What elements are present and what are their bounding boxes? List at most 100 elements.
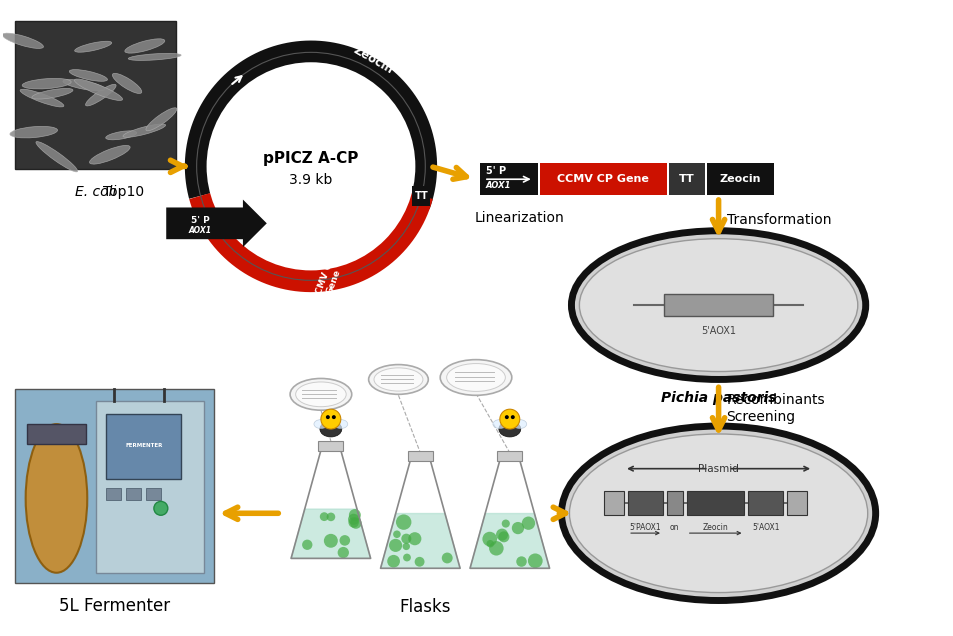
Ellipse shape (123, 124, 166, 137)
Polygon shape (291, 509, 370, 558)
Circle shape (486, 540, 494, 548)
Ellipse shape (74, 41, 112, 52)
Ellipse shape (106, 131, 136, 140)
Circle shape (511, 522, 523, 534)
Circle shape (348, 514, 359, 525)
Text: pPICZ A-CP: pPICZ A-CP (263, 151, 358, 166)
Bar (666, 492, 682, 515)
Ellipse shape (368, 364, 428, 394)
Text: CCMV CP
Gene: CCMV CP Gene (312, 256, 345, 305)
Ellipse shape (290, 378, 352, 410)
Ellipse shape (146, 107, 176, 131)
Ellipse shape (74, 79, 122, 100)
Bar (412, 186, 430, 206)
Circle shape (497, 531, 509, 543)
Bar (407, 451, 433, 460)
Circle shape (499, 409, 519, 429)
Bar (96, 401, 203, 573)
Bar (627, 492, 662, 515)
Text: 5'AOX1: 5'AOX1 (700, 326, 736, 336)
Circle shape (415, 557, 424, 567)
Ellipse shape (90, 146, 130, 164)
Text: FERMENTER: FERMENTER (125, 443, 162, 448)
Text: TT: TT (679, 174, 694, 184)
Ellipse shape (498, 421, 520, 437)
Text: on: on (669, 523, 679, 532)
Ellipse shape (374, 368, 422, 391)
Text: Pichia pastoris: Pichia pastoris (660, 391, 776, 405)
Bar (146, 488, 161, 501)
Ellipse shape (22, 78, 71, 89)
Text: Zeocin: Zeocin (702, 523, 728, 532)
Circle shape (501, 520, 509, 528)
FancyBboxPatch shape (668, 163, 704, 195)
Circle shape (402, 543, 410, 550)
Ellipse shape (439, 359, 511, 396)
Text: CCMV CP Gene: CCMV CP Gene (557, 174, 649, 184)
Bar (27, 424, 86, 444)
FancyBboxPatch shape (166, 200, 267, 247)
Circle shape (496, 529, 508, 541)
Circle shape (527, 553, 542, 568)
Text: E. coli: E. coli (74, 185, 116, 199)
Circle shape (395, 515, 411, 530)
Ellipse shape (319, 421, 341, 437)
Circle shape (349, 509, 360, 521)
Bar (663, 294, 773, 316)
Ellipse shape (446, 364, 505, 391)
Ellipse shape (36, 142, 77, 172)
Ellipse shape (334, 420, 348, 429)
Ellipse shape (493, 420, 506, 429)
Polygon shape (470, 513, 549, 569)
Bar (786, 492, 806, 515)
Ellipse shape (128, 53, 181, 60)
Text: Plasmid: Plasmid (698, 464, 739, 474)
Circle shape (504, 415, 508, 419)
Circle shape (323, 534, 337, 548)
Text: Top10: Top10 (102, 185, 144, 199)
Text: 5'PAOX1: 5'PAOX1 (629, 523, 660, 532)
Circle shape (401, 534, 411, 544)
Circle shape (207, 62, 415, 270)
FancyBboxPatch shape (706, 163, 774, 195)
Bar (603, 492, 623, 515)
FancyBboxPatch shape (479, 163, 537, 195)
Ellipse shape (125, 39, 165, 53)
Circle shape (302, 539, 312, 550)
Text: 5L Fermenter: 5L Fermenter (58, 597, 170, 614)
Circle shape (441, 553, 452, 563)
Text: TT: TT (415, 191, 428, 201)
Circle shape (326, 415, 330, 419)
Circle shape (350, 518, 361, 529)
Text: 5'AOX1: 5'AOX1 (751, 523, 779, 532)
Circle shape (153, 501, 168, 515)
Polygon shape (380, 513, 459, 569)
Ellipse shape (561, 426, 875, 600)
Ellipse shape (31, 88, 72, 99)
Circle shape (393, 530, 400, 538)
Ellipse shape (295, 382, 346, 406)
FancyBboxPatch shape (539, 163, 666, 195)
Text: Zeocin: Zeocin (719, 174, 760, 184)
Circle shape (339, 535, 350, 546)
Text: 5' P: 5' P (191, 216, 210, 225)
Ellipse shape (86, 85, 116, 106)
Text: AOX1: AOX1 (189, 226, 212, 235)
Ellipse shape (571, 231, 864, 380)
Text: 5' P: 5' P (485, 166, 505, 176)
Text: Recombinants
Screening: Recombinants Screening (726, 393, 824, 424)
Circle shape (403, 553, 411, 562)
Circle shape (389, 539, 402, 552)
Ellipse shape (2, 33, 44, 48)
Circle shape (387, 555, 399, 567)
Circle shape (319, 512, 328, 521)
Circle shape (521, 516, 535, 530)
Text: Zeocin: Zeocin (351, 43, 395, 76)
Ellipse shape (513, 420, 526, 429)
Circle shape (482, 532, 497, 546)
Text: Linearization: Linearization (475, 211, 564, 225)
Circle shape (348, 517, 358, 528)
Bar (14, 20, 175, 169)
Circle shape (489, 541, 503, 556)
Ellipse shape (314, 420, 328, 429)
